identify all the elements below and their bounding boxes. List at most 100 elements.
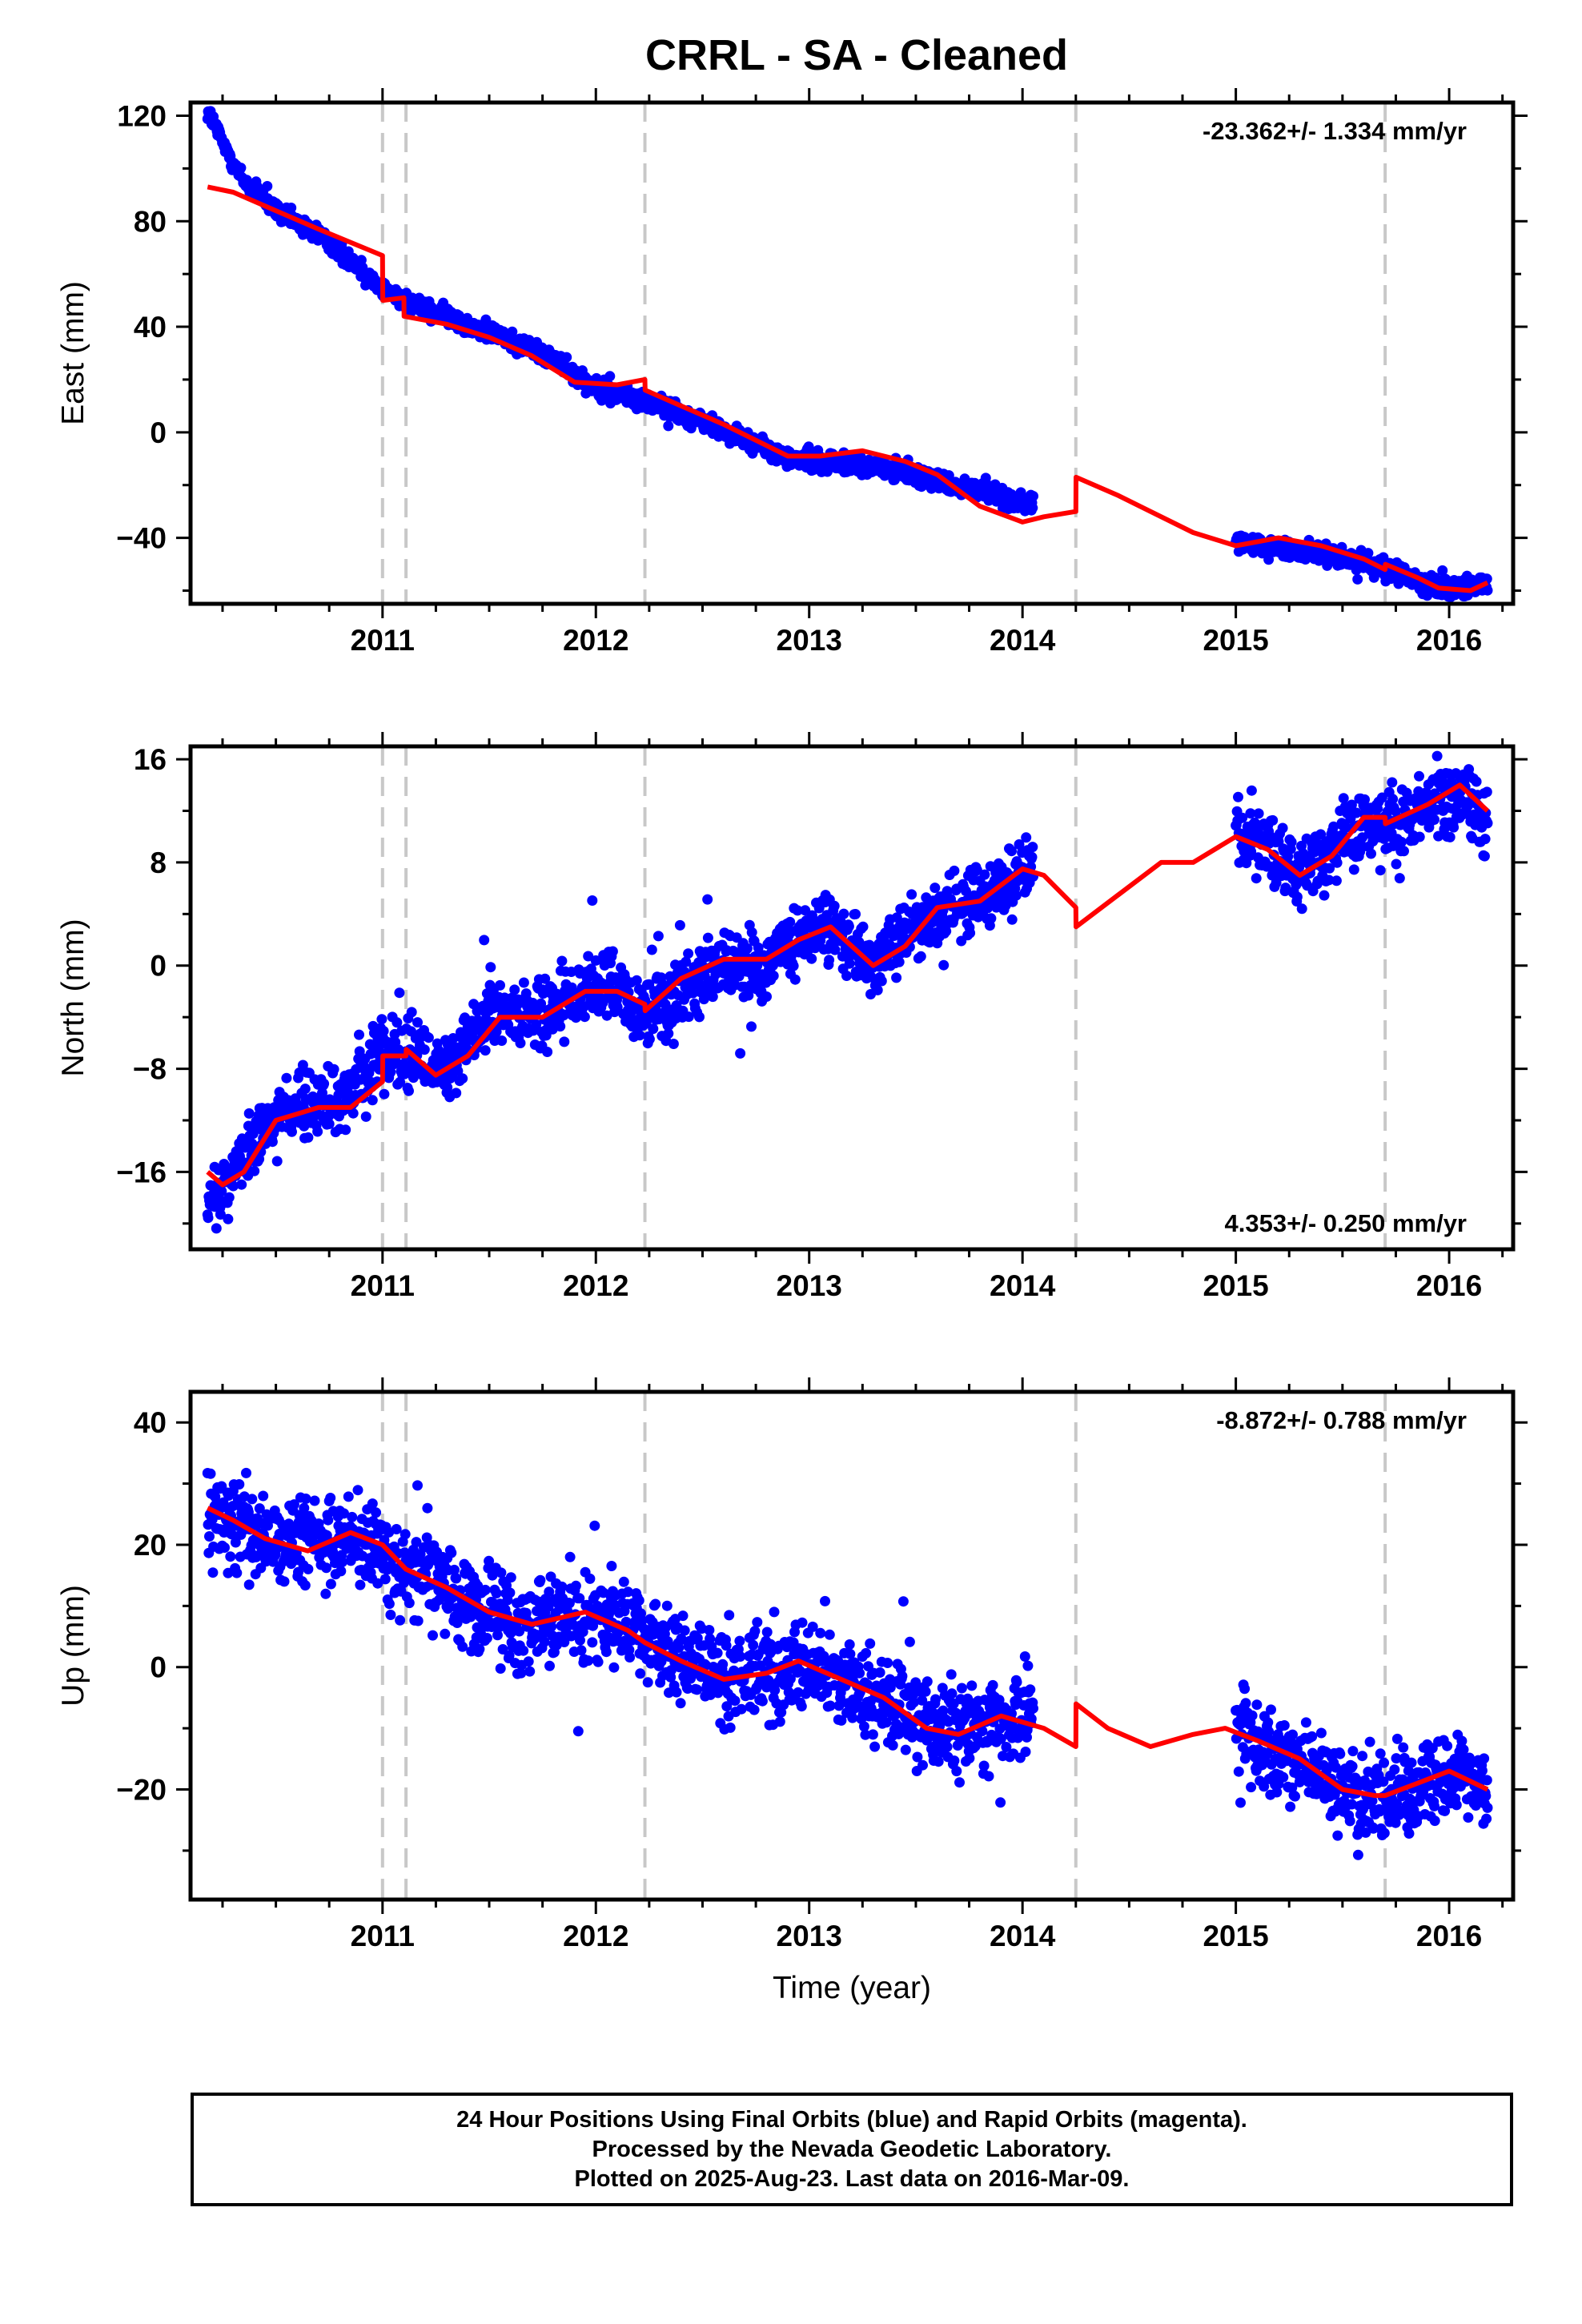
data-point (1433, 830, 1444, 842)
data-point (648, 1023, 659, 1035)
data-point (496, 1567, 507, 1578)
data-point (979, 869, 990, 880)
data-point (589, 1520, 600, 1531)
data-point (620, 1616, 632, 1627)
data-point (203, 1212, 214, 1224)
data-point (752, 960, 763, 971)
data-point (1482, 818, 1493, 829)
data-point (412, 1480, 423, 1491)
data-point (227, 1180, 239, 1192)
x-tick-label: 2015 (1203, 624, 1268, 657)
data-point (321, 1562, 332, 1574)
data-point (797, 1617, 808, 1628)
data-point (824, 955, 835, 966)
data-point (312, 1126, 323, 1137)
data-point (1482, 585, 1493, 596)
data-point (587, 895, 598, 906)
x-tick-label: 2013 (777, 1269, 842, 1302)
data-point (604, 371, 616, 382)
data-point (546, 1621, 557, 1632)
y-tick-label: −40 (116, 522, 167, 555)
y-tick-label: 40 (134, 311, 167, 344)
data-point (1366, 848, 1376, 859)
y-axis-label: North (mm) (56, 919, 90, 1076)
data-point (408, 1072, 419, 1084)
data-point (216, 1186, 227, 1196)
data-point (556, 955, 568, 967)
data-point (938, 959, 950, 971)
data-point (1359, 794, 1370, 805)
data-point (223, 1192, 235, 1203)
data-point (340, 1124, 351, 1136)
data-point (683, 948, 694, 959)
data-point (452, 1065, 464, 1076)
data-point (661, 1600, 673, 1611)
data-point (394, 987, 405, 999)
data-point (479, 935, 490, 946)
data-point (671, 1687, 682, 1698)
data-point (584, 1573, 596, 1584)
data-point (694, 1011, 705, 1023)
data-point (457, 1073, 468, 1084)
data-point (652, 931, 664, 942)
data-point (1331, 857, 1343, 868)
data-point (734, 1635, 745, 1647)
data-point (1006, 914, 1018, 925)
data-point (836, 1715, 847, 1726)
data-point (219, 1542, 230, 1553)
data-point (428, 1630, 438, 1641)
data-point (749, 1704, 760, 1715)
axes-frame (188, 744, 1516, 1252)
data-point (986, 913, 997, 924)
data-point (1444, 831, 1456, 842)
data-point (215, 1209, 226, 1220)
data-point (505, 1572, 516, 1583)
data-point (965, 927, 976, 939)
data-point (556, 1581, 568, 1592)
data-point (211, 1223, 222, 1234)
data-point (1338, 793, 1349, 804)
data-point (682, 1683, 693, 1694)
data-point (286, 203, 297, 213)
data-point (606, 1561, 617, 1571)
data-point (663, 1028, 674, 1039)
data-point (1246, 846, 1257, 857)
data-point (538, 988, 548, 999)
y-tick-label: 8 (150, 846, 167, 879)
data-point (514, 1626, 525, 1637)
data-point (674, 919, 685, 931)
data-point (249, 1165, 260, 1176)
data-point (665, 971, 676, 982)
data-point (1396, 836, 1407, 847)
data-point (1480, 807, 1492, 818)
data-point (385, 1610, 396, 1620)
data-point (404, 1085, 414, 1096)
data-point (815, 1627, 826, 1638)
data-point (891, 972, 902, 983)
data-point (254, 1503, 265, 1514)
data-point (372, 1578, 383, 1589)
x-tick-label: 2014 (990, 624, 1056, 657)
data-point (354, 1029, 364, 1040)
data-point (1291, 891, 1303, 903)
data-point (504, 1650, 515, 1661)
data-point (535, 1574, 546, 1586)
data-point (544, 1586, 555, 1598)
data-point (1479, 850, 1490, 862)
data-point (576, 1645, 587, 1656)
data-point (736, 1703, 747, 1715)
data-point (1363, 548, 1374, 559)
data-point (559, 1637, 570, 1647)
data-point (442, 1082, 453, 1093)
data-point (1315, 829, 1327, 840)
data-point (807, 1621, 818, 1632)
data-point (847, 1712, 858, 1723)
data-point (288, 1499, 299, 1510)
x-tick-label: 2016 (1416, 1269, 1482, 1302)
data-point (872, 984, 883, 995)
data-point (942, 886, 953, 897)
data-point (1376, 792, 1387, 803)
model-line (207, 184, 1489, 593)
data-point (524, 1666, 536, 1677)
